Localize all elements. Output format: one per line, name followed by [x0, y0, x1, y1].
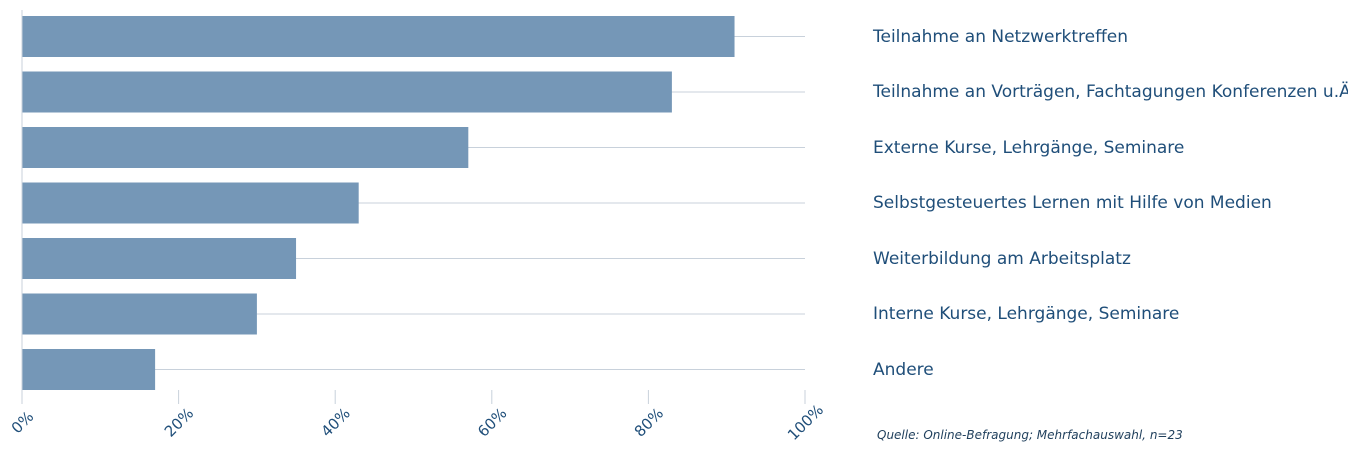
x-axis-ticks: 0% 20% 40% 60% 80% 100%: [8, 401, 827, 444]
category-label: Weiterbildung am Arbeitsplatz: [873, 248, 1131, 269]
x-tick-label: 60%: [474, 404, 510, 440]
x-tick-label: 100%: [784, 401, 827, 444]
x-tick-label: 0%: [8, 408, 38, 438]
bar: [22, 71, 672, 113]
bars: [22, 16, 735, 390]
x-tick-label: 40%: [318, 404, 354, 440]
bar: [22, 182, 359, 224]
category-label: Teilnahme an Vorträgen, Fachtagungen Kon…: [873, 82, 1348, 102]
category-label: Interne Kurse, Lehrgänge, Seminare: [873, 304, 1180, 324]
x-tick-label: 20%: [161, 404, 197, 440]
bar: [22, 349, 156, 390]
category-label: Andere: [873, 359, 934, 380]
bar: [22, 16, 735, 57]
bar: [22, 238, 297, 279]
category-label: Teilnahme an Netzwerktreffen: [873, 26, 1129, 47]
bar: [22, 127, 469, 168]
x-tick-label: 80%: [631, 404, 667, 440]
category-label: Externe Kurse, Lehrgänge, Seminare: [873, 137, 1185, 158]
source-note: Quelle: Online-Befragung; Mehrfachauswah…: [877, 428, 1183, 442]
bar: [22, 293, 257, 335]
category-label: Selbstgesteuertes Lernen mit Hilfe von M…: [873, 193, 1272, 213]
